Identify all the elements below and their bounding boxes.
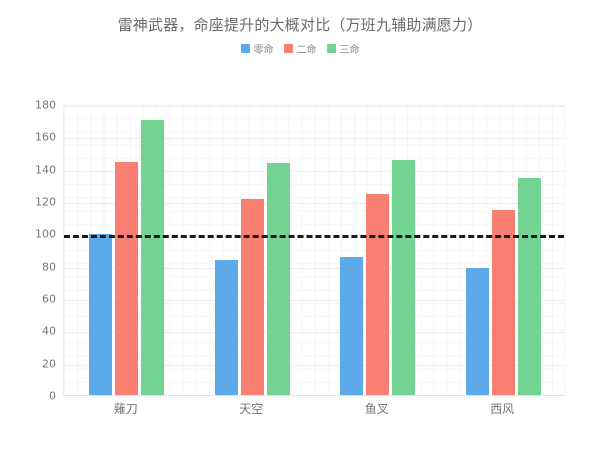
y-tick-label: 120 [35,195,56,209]
x-axis: 薙刀 天空 鱼叉 西风 [63,400,565,424]
bar-零命-天空[interactable] [214,260,238,396]
legend-item-0[interactable]: 零命 [240,41,274,56]
gridline [64,300,564,301]
bar-三命-西风[interactable] [517,177,541,396]
plot-area [63,105,565,396]
chart-title: 雷神武器，命座提升的大概对比（万班九辅助满愿力） [117,16,483,34]
x-tick-label: 西风 [490,402,515,416]
y-tick-label: 140 [35,163,56,177]
y-axis: 0 20 40 60 80 100 120 140 160 180 [0,99,56,403]
bar-零命-薙刀[interactable] [89,234,113,396]
legend-item-2[interactable]: 三命 [326,41,360,56]
bars-layer [64,106,564,396]
gridline [64,170,564,172]
reference-line [64,235,564,239]
bar-零命-西风[interactable] [465,268,489,396]
major-gridlines [64,106,564,396]
gridline [64,235,564,237]
y-tick-label: 180 [35,98,56,112]
bar-三命-薙刀[interactable] [141,119,165,396]
legend-item-1[interactable]: 二命 [283,41,317,56]
y-tick-label: 80 [42,260,56,274]
y-tick-label: 20 [42,357,56,371]
bar-三命-天空[interactable] [266,163,290,396]
legend-swatch-icon [240,44,250,53]
bar-零命-鱼叉[interactable] [340,256,364,396]
legend-label: 三命 [339,45,360,56]
y-tick-label: 40 [42,324,56,338]
bar-二命-天空[interactable] [240,198,264,396]
minor-gridlines [64,106,564,396]
gridline [64,138,564,140]
legend-swatch-icon [283,44,293,53]
axis-baseline [64,395,564,396]
x-tick-label: 鱼叉 [364,402,389,416]
gridline [64,106,564,107]
legend-swatch-icon [326,44,336,53]
bar-二命-薙刀[interactable] [115,161,139,396]
gridline [64,364,564,366]
y-tick-label: 100 [35,227,56,241]
bar-二命-鱼叉[interactable] [366,193,390,396]
x-tick-label: 薙刀 [113,402,138,416]
x-tick-label: 天空 [239,402,264,416]
y-tick-label: 160 [35,130,56,144]
chart-legend: 零命 二命 三命 [0,41,600,56]
gridline [64,267,564,269]
y-tick-label: 60 [42,292,56,306]
legend-label: 二命 [296,45,317,56]
legend-label: 零命 [253,45,274,56]
gridline [64,332,564,334]
bar-二命-西风[interactable] [491,210,515,396]
bar-三命-鱼叉[interactable] [392,159,416,396]
y-tick-label: 0 [49,389,56,403]
gridline [64,203,564,204]
